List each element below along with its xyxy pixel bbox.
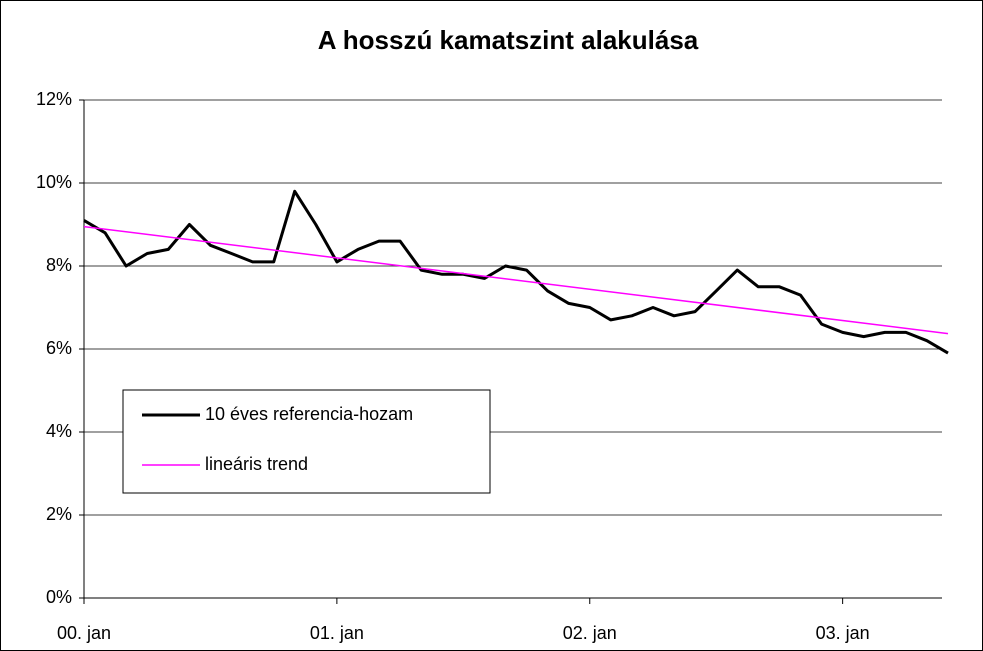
y-tick-label: 4%	[46, 421, 72, 441]
x-tick-label: 00. jan	[57, 623, 111, 643]
y-tick-label: 0%	[46, 587, 72, 607]
x-tick-label: 01. jan	[310, 623, 364, 643]
x-tick-label: 02. jan	[563, 623, 617, 643]
legend-label: 10 éves referencia-hozam	[205, 404, 413, 424]
series-line	[83, 189, 949, 355]
x-tick-label: 03. jan	[816, 623, 870, 643]
legend-box	[122, 389, 491, 494]
series-line	[83, 225, 949, 335]
y-tick-label: 6%	[46, 338, 72, 358]
y-tick-label: 2%	[46, 504, 72, 524]
y-tick-label: 12%	[36, 89, 72, 109]
legend-label: lineáris trend	[205, 454, 308, 474]
y-tick-label: 10%	[36, 172, 72, 192]
y-tick-label: 8%	[46, 255, 72, 275]
chart-title: A hosszú kamatszint alakulása	[318, 25, 699, 55]
